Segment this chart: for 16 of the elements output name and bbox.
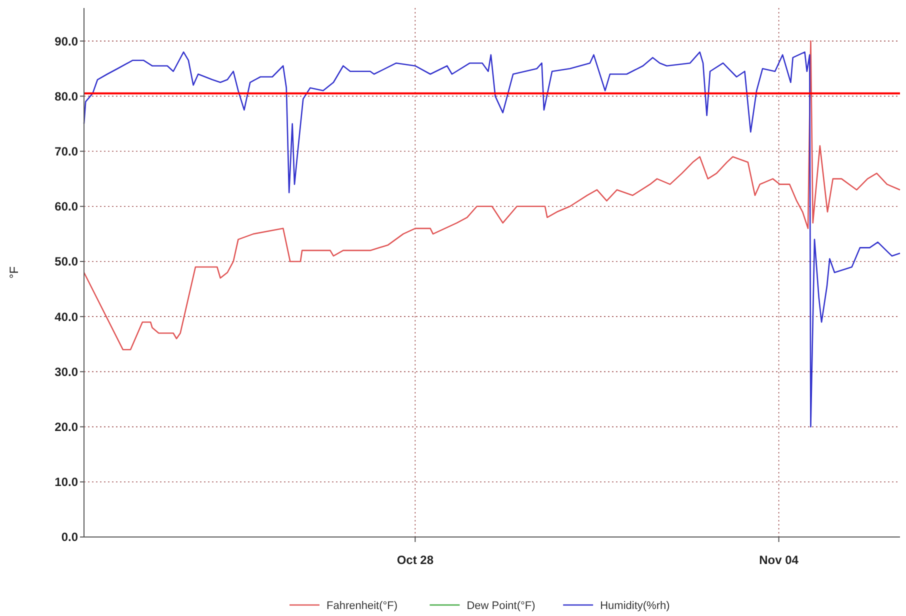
y-tick-label: 70.0 <box>54 144 78 158</box>
y-tick-label: 80.0 <box>54 89 78 104</box>
y-tick-label: 0.0 <box>61 530 78 544</box>
legend-label: Dew Point(°F) <box>466 600 536 612</box>
y-tick-label: 90.0 <box>54 34 78 48</box>
y-tick-label: 50.0 <box>54 254 78 269</box>
legend-label: Fahrenheit(°F) <box>326 600 398 612</box>
y-axis-title: °F <box>7 266 21 279</box>
y-tick-label: 10.0 <box>54 475 78 490</box>
y-tick-label: 40.0 <box>54 310 78 324</box>
x-tick-label: Oct 28 <box>396 553 434 567</box>
y-tick-label: 60.0 <box>54 200 78 214</box>
x-tick-label: Nov 04 <box>759 553 799 567</box>
legend-label: Humidity(%rh) <box>600 600 670 612</box>
y-tick-label: 20.0 <box>54 420 78 434</box>
y-tick-label: 30.0 <box>54 364 78 379</box>
